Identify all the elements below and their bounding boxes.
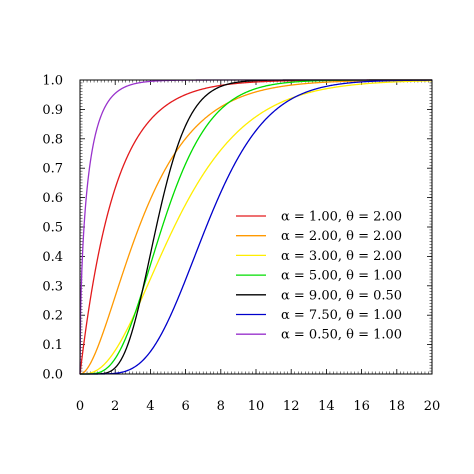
legend-label-5: α = 7.50, θ = 1.00 — [281, 308, 402, 323]
x-tick-label: 6 — [181, 399, 189, 414]
x-tick-label: 0 — [76, 399, 84, 414]
legend-label-1: α = 2.00, θ = 2.00 — [281, 229, 402, 244]
legend-label-4: α = 9.00, θ = 0.50 — [281, 288, 402, 303]
x-tick-label: 18 — [389, 399, 406, 414]
y-tick-label: 0.0 — [42, 368, 63, 383]
series-line-5 — [80, 79, 433, 375]
x-tick-label: 16 — [353, 399, 370, 414]
x-tick-labels: 0 2 4 6 8 10 12 14 16 18 20 — [76, 399, 440, 414]
y-tick-labels: 0.0 0.1 0.2 0.3 0.4 0.5 0.6 0.7 0.8 0.9 1.0 — [42, 74, 63, 383]
x-tick-label: 20 — [424, 399, 441, 414]
x-tick-label: 4 — [146, 399, 154, 414]
x-tick-label: 14 — [318, 399, 335, 414]
y-tick-label: 0.1 — [42, 338, 63, 353]
x-tick-label: 8 — [217, 399, 225, 414]
y-tick-label: 1.0 — [42, 74, 63, 89]
y-tick-label: 0.4 — [42, 250, 63, 265]
x-tick-label: 12 — [283, 399, 300, 414]
y-tick-label: 0.5 — [42, 221, 63, 236]
y-tick-label: 0.9 — [42, 103, 63, 118]
legend-label-3: α = 5.00, θ = 1.00 — [281, 269, 402, 284]
y-tick-label: 0.3 — [42, 279, 63, 294]
y-tick-label: 0.2 — [42, 309, 63, 324]
legend-label-0: α = 1.00, θ = 2.00 — [281, 210, 402, 225]
legend: α = 1.00, θ = 2.00 α = 2.00, θ = 2.00 α = … — [236, 210, 402, 343]
x-tick-label: 10 — [248, 399, 265, 414]
legend-label-2: α = 3.00, θ = 2.00 — [281, 249, 402, 264]
x-tick-label: 2 — [111, 399, 119, 414]
y-tick-label: 0.6 — [42, 191, 63, 206]
plot-frame — [79, 79, 433, 375]
legend-label-6: α = 0.50, θ = 1.00 — [281, 328, 402, 343]
y-tick-label: 0.8 — [42, 132, 63, 147]
y-tick-label: 0.7 — [42, 162, 63, 177]
